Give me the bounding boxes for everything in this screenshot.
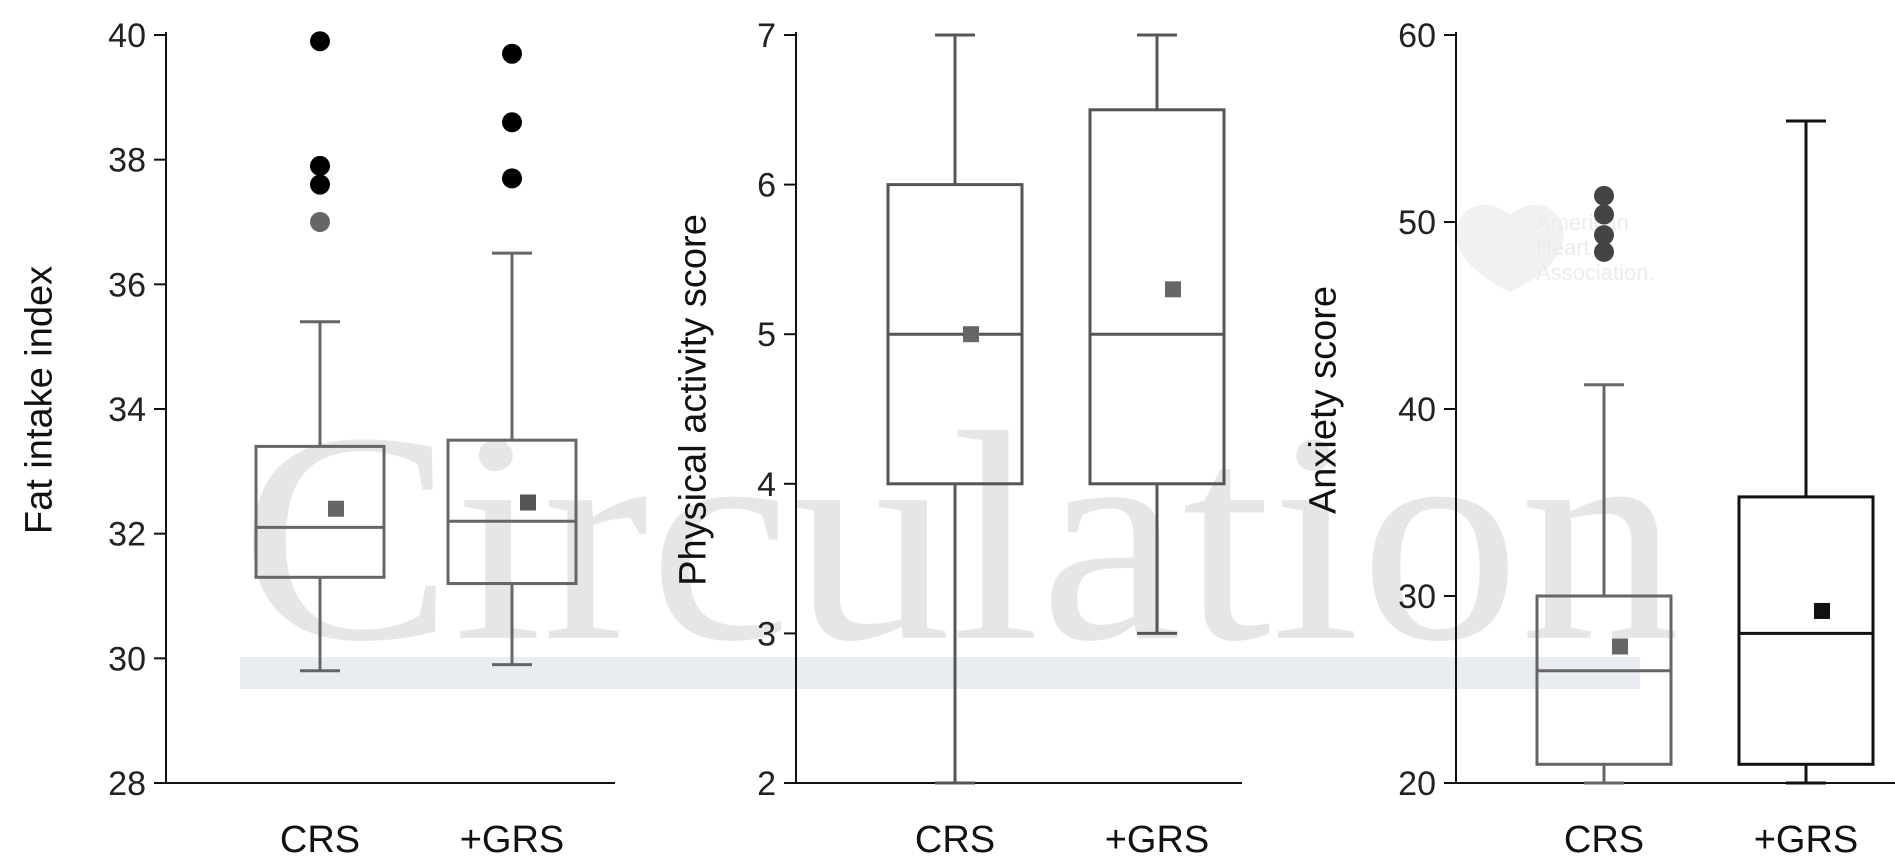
y-tick-label: 4 xyxy=(757,466,776,504)
panel-2: 2 3 4 5 6 7 Physical activity score CRS +GRS xyxy=(672,17,1242,861)
mean-marker xyxy=(520,494,536,511)
mean-marker xyxy=(1612,638,1628,655)
box-1 xyxy=(886,33,1024,785)
outlier-point xyxy=(1594,225,1614,246)
y-tick-label: 32 xyxy=(108,516,146,554)
watermark-journal-text: Circulation xyxy=(240,371,1680,703)
outlier-point xyxy=(1594,185,1614,206)
outlier-point xyxy=(1594,241,1614,262)
y-tick-label: 50 xyxy=(1398,204,1436,242)
mean-marker xyxy=(1165,281,1181,298)
aha-heart-logo-icon xyxy=(1456,204,1564,292)
category-label: CRS xyxy=(915,819,995,861)
y-tick-label: 5 xyxy=(757,316,776,354)
y-axis-title: Anxiety score xyxy=(1302,286,1344,514)
box-iqr xyxy=(1088,108,1226,486)
outlier-point xyxy=(310,212,330,232)
watermark: Circulation American Heart Association. xyxy=(240,204,1680,703)
mean-marker xyxy=(328,500,344,517)
y-tick-label: 7 xyxy=(757,17,776,55)
y-axis-title: Fat intake index xyxy=(18,266,60,534)
box-2 xyxy=(1737,119,1875,785)
outlier-point xyxy=(310,174,330,195)
y-tick-label: 34 xyxy=(108,391,146,429)
y-tick-label: 30 xyxy=(108,640,146,678)
box-iqr xyxy=(1535,594,1673,766)
panel-3: 20 30 40 50 60 Anxiety score CRS +GRS xyxy=(1302,17,1895,861)
y-tick-label: 3 xyxy=(757,615,776,653)
outlier-point xyxy=(502,168,522,189)
y-tick-label: 28 xyxy=(108,765,146,803)
category-label: CRS xyxy=(1564,819,1644,861)
y-tick-label: 6 xyxy=(757,167,776,205)
y-tick-label: 40 xyxy=(108,17,146,55)
y-tick-label: 60 xyxy=(1398,17,1436,55)
box-iqr xyxy=(254,444,386,579)
box-2 xyxy=(1088,33,1226,635)
outlier-point xyxy=(1594,204,1614,225)
category-label: +GRS xyxy=(1105,819,1210,861)
box-2 xyxy=(446,43,578,667)
y-tick-label: 36 xyxy=(108,266,146,304)
watermark-band xyxy=(240,657,1640,689)
outlier-point xyxy=(310,31,330,52)
aha-logo-text-1: American xyxy=(1536,210,1629,235)
y-tick-label: 2 xyxy=(757,765,776,803)
y-tick-label: 40 xyxy=(1398,391,1436,429)
box-1 xyxy=(1535,185,1673,785)
y-tick-label: 38 xyxy=(108,142,146,180)
box-1 xyxy=(254,31,386,673)
mean-marker xyxy=(1814,602,1830,619)
y-tick-label: 20 xyxy=(1398,765,1436,803)
box-iqr xyxy=(1737,495,1875,766)
category-label: +GRS xyxy=(460,819,565,861)
panel-1: 28 30 32 34 36 38 40 Fat intake index CRS +GRS xyxy=(18,17,615,861)
category-label: +GRS xyxy=(1754,819,1859,861)
aha-logo-text-2: Heart xyxy=(1536,235,1590,260)
outlier-point xyxy=(502,43,522,64)
y-axis-title: Physical activity score xyxy=(672,214,714,586)
outlier-point xyxy=(502,112,522,133)
outlier-point xyxy=(310,155,330,176)
aha-logo-text-3: Association. xyxy=(1536,260,1655,285)
box-iqr xyxy=(446,438,578,586)
mean-marker xyxy=(963,326,979,343)
category-label: CRS xyxy=(280,819,360,861)
y-tick-label: 30 xyxy=(1398,578,1436,616)
